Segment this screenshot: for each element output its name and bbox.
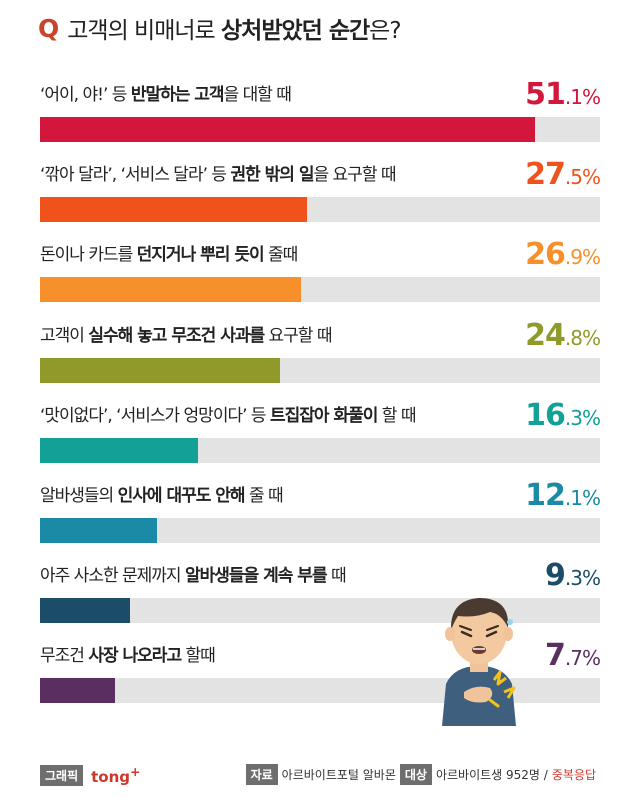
bar-track [40, 117, 600, 142]
category-label: ‘어이, 야!’ 등 반말하는 고객을 대할 때 [40, 80, 292, 110]
bar [40, 357, 280, 383]
bar-row: 알바생들의 인사에 대꾸도 안해 줄 때 12.1% [40, 478, 601, 545]
category-label-part: 할때 [181, 646, 215, 667]
bar-track [40, 197, 600, 223]
category-label-bold: 인사에 대꾸도 안해 [117, 486, 246, 506]
bar-row: ‘어이, 야!’ 등 반말하는 고객을 대할 때 51.1% [40, 77, 601, 144]
target-text: 아르바이트생 952명 / [435, 768, 548, 782]
value-label: 51.1% [525, 77, 601, 112]
category-label-bold: 트집잡아 화풀이 [269, 405, 378, 426]
category-label-part: 알바생들의 [40, 486, 118, 506]
category-label: ‘깎아 달라’, ‘서비스 달라’ 등 권한 밖의 일을 요구할 때 [40, 160, 397, 190]
category-label-part: 을 요구할 때 [313, 165, 397, 186]
value-label: 9.3% [545, 558, 601, 594]
value-label: 27.5% [525, 157, 601, 193]
category-label-part: 을 대할 때 [223, 85, 292, 105]
category-label-part: ‘어이, 야!’ 등 [40, 85, 131, 105]
value-label: 24.8% [525, 317, 601, 353]
source-tag: 자료 [245, 764, 278, 785]
category-label-bold: 사장 나오라고 [88, 646, 182, 667]
category-label: 고객이 실수해 놓고 무조건 사과를 요구할 때 [40, 321, 333, 351]
bar-track [40, 357, 600, 383]
target-tag: 대상 [399, 764, 432, 785]
bar-track [40, 518, 600, 543]
category-label-part: 줄때 [263, 245, 298, 266]
value-label: 16.3% [525, 397, 601, 433]
bar-row: ‘깎아 달라’, ‘서비스 달라’ 등 권한 밖의 일을 요구할 때 27.5% [40, 157, 601, 224]
category-label-part: 할 때 [377, 405, 417, 426]
bar [40, 598, 130, 624]
category-label-bold: 반말하는 고객 [130, 85, 225, 105]
category-label-part: 아주 사소한 문제까지 [40, 566, 185, 587]
category-label-part: 줄 때 [244, 486, 284, 506]
bar-track [40, 277, 600, 303]
brand-logo: tong+ [91, 764, 141, 786]
category-label-part: ‘깎아 달라’, ‘서비스 달라’ 등 [40, 165, 231, 186]
title-post: 은? [369, 18, 401, 44]
bar [40, 437, 198, 463]
bar-row: 고객이 실수해 놓고 무조건 사과를 요구할 때 24.8% [40, 317, 601, 385]
footer: 그래픽 tong+ 자료 아르바이트포털 알바몬 대상 아르바이트생 952명 … [0, 760, 640, 788]
value-label: 7.7% [545, 638, 601, 674]
bar [40, 117, 535, 142]
category-label-part: 무조건 [40, 646, 89, 667]
bar-row: 돈이나 카드를 던지거나 뿌리 듯이 줄때 26.9% [40, 237, 601, 304]
category-label: ‘맛이없다’, ‘서비스가 엉망이다’ 등 트집잡아 화풀이 할 때 [40, 401, 417, 431]
bar [40, 277, 301, 303]
stressed-person-illustration [442, 598, 516, 726]
bar [40, 518, 157, 543]
category-label: 무조건 사장 나오라고 할때 [40, 641, 216, 671]
source-info: 자료 아르바이트포털 알바몬 대상 아르바이트생 952명 / 중복응답 [245, 764, 600, 785]
bar-row: ‘맛이없다’, ‘서비스가 엉망이다’ 등 트집잡아 화풀이 할 때 16.3% [40, 397, 601, 465]
category-label-part: ‘맛이없다’, ‘서비스가 엉망이다’ 등 [40, 405, 270, 426]
category-label: 아주 사소한 문제까지 알바생들을 계속 부를 때 [40, 561, 347, 591]
category-label: 알바생들의 인사에 대꾸도 안해 줄 때 [40, 481, 284, 511]
value-label: 26.9% [525, 237, 601, 273]
bar [40, 678, 115, 704]
title-text: 고객의 비매너로 상처받았던 순간은? [67, 11, 401, 45]
category-label-bold: 던지거나 뿌리 듯이 [136, 245, 265, 266]
category-label: 돈이나 카드를 던지거나 뿌리 듯이 줄때 [40, 240, 298, 270]
title-bold: 상처받았던 순간 [221, 18, 370, 44]
graphic-credit: 그래픽 tong+ [40, 764, 141, 786]
bar-track [40, 437, 600, 463]
category-label-part: 고객이 [40, 325, 89, 346]
bar [40, 197, 307, 223]
category-label-bold: 권한 밖의 일 [230, 165, 314, 186]
chart-title: Q 고객의 비매너로 상처받았던 순간은? [38, 8, 402, 48]
value-label: 12.1% [525, 478, 601, 513]
source-text: 아르바이트포털 알바몬 [281, 768, 396, 782]
category-label-part: 요구할 때 [264, 325, 333, 346]
question-mark-label: Q [38, 13, 60, 43]
category-label-bold: 실수해 놓고 무조건 사과를 [88, 325, 265, 346]
category-label-part: 돈이나 카드를 [40, 245, 137, 266]
title-pre: 고객의 비매너로 [67, 18, 222, 44]
graphic-tag: 그래픽 [40, 764, 84, 786]
category-label-bold: 알바생들을 계속 부를 [184, 566, 328, 587]
target-note: 중복응답 [551, 768, 596, 782]
category-label-part: 때 [326, 566, 347, 587]
